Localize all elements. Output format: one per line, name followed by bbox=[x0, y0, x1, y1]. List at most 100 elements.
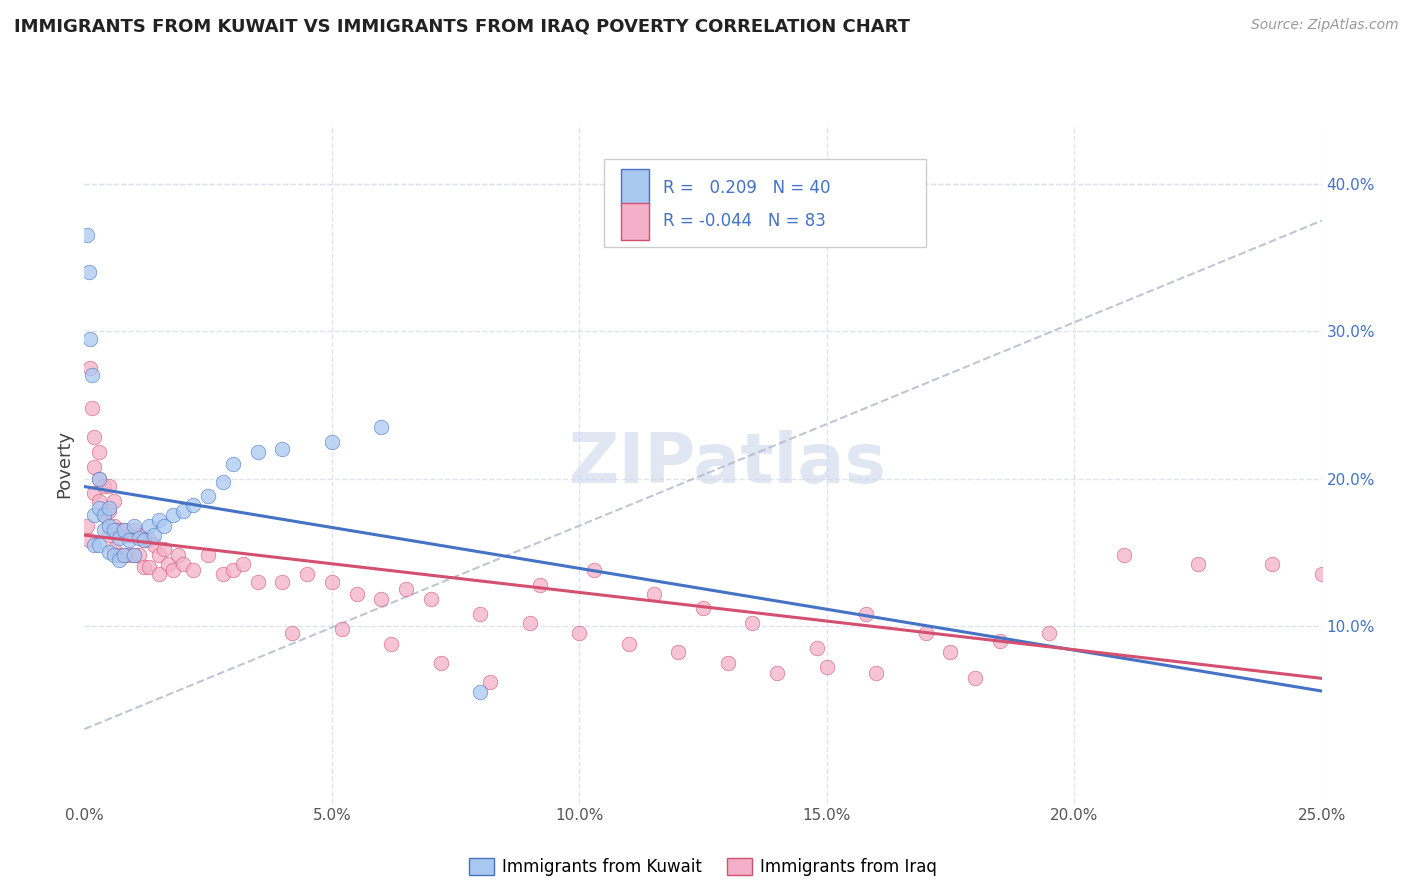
Point bbox=[98, 504, 121, 518]
Point bbox=[914, 626, 936, 640]
Point bbox=[346, 586, 368, 600]
Point bbox=[118, 548, 141, 562]
Point bbox=[692, 601, 714, 615]
Point bbox=[212, 567, 235, 582]
Point bbox=[380, 637, 402, 651]
Point bbox=[1038, 626, 1060, 640]
Text: Source: ZipAtlas.com: Source: ZipAtlas.com bbox=[1251, 18, 1399, 32]
Point bbox=[162, 563, 184, 577]
Point bbox=[370, 592, 392, 607]
FancyBboxPatch shape bbox=[605, 159, 925, 247]
Y-axis label: Poverty: Poverty bbox=[55, 430, 73, 498]
Point bbox=[965, 671, 987, 685]
Point bbox=[370, 420, 392, 434]
Point bbox=[79, 265, 101, 279]
Point bbox=[103, 493, 125, 508]
Point bbox=[429, 656, 451, 670]
Point bbox=[246, 574, 269, 589]
Point bbox=[83, 508, 105, 523]
Point bbox=[89, 472, 111, 486]
Point bbox=[988, 633, 1011, 648]
Point bbox=[666, 645, 689, 659]
Point bbox=[865, 666, 887, 681]
Point bbox=[212, 475, 235, 489]
Point bbox=[815, 660, 838, 674]
Text: R = -0.044   N = 83: R = -0.044 N = 83 bbox=[664, 212, 827, 230]
Point bbox=[138, 533, 160, 548]
Point bbox=[519, 615, 541, 630]
Text: R =   0.209   N = 40: R = 0.209 N = 40 bbox=[664, 178, 831, 196]
Point bbox=[103, 548, 125, 562]
Text: IMMIGRANTS FROM KUWAIT VS IMMIGRANTS FROM IRAQ POVERTY CORRELATION CHART: IMMIGRANTS FROM KUWAIT VS IMMIGRANTS FRO… bbox=[14, 18, 910, 36]
Point bbox=[103, 518, 125, 533]
Point bbox=[112, 523, 135, 537]
Text: ZIPatlas: ZIPatlas bbox=[569, 430, 887, 498]
Point bbox=[295, 567, 318, 582]
Point bbox=[80, 401, 103, 415]
Point bbox=[122, 548, 145, 562]
Point bbox=[1310, 567, 1333, 582]
Point bbox=[419, 592, 441, 607]
Point bbox=[148, 513, 170, 527]
Point bbox=[128, 527, 150, 541]
Point bbox=[529, 577, 551, 591]
Point bbox=[89, 538, 111, 552]
Point bbox=[271, 574, 294, 589]
Bar bbox=[621, 202, 648, 240]
Point bbox=[643, 586, 665, 600]
Point bbox=[93, 479, 115, 493]
Point bbox=[479, 675, 502, 690]
Point bbox=[167, 548, 190, 562]
Point bbox=[89, 472, 111, 486]
Point bbox=[222, 563, 245, 577]
Point bbox=[470, 607, 492, 622]
Point bbox=[232, 557, 254, 571]
Point bbox=[118, 533, 141, 548]
Point bbox=[128, 531, 150, 545]
Point bbox=[152, 518, 174, 533]
Point bbox=[89, 501, 111, 516]
Point bbox=[939, 645, 962, 659]
Point bbox=[89, 493, 111, 508]
Point bbox=[172, 504, 194, 518]
Point bbox=[108, 548, 131, 562]
Point bbox=[142, 527, 165, 541]
Point bbox=[181, 498, 204, 512]
Point bbox=[108, 552, 131, 566]
Point bbox=[132, 533, 155, 548]
Point bbox=[197, 548, 219, 562]
Point bbox=[197, 489, 219, 503]
Point bbox=[806, 641, 828, 656]
Point bbox=[172, 557, 194, 571]
Legend: Immigrants from Kuwait, Immigrants from Iraq: Immigrants from Kuwait, Immigrants from … bbox=[463, 851, 943, 882]
Point bbox=[142, 538, 165, 552]
Point bbox=[108, 523, 131, 537]
Point bbox=[330, 622, 353, 636]
Point bbox=[112, 548, 135, 562]
Point bbox=[157, 557, 180, 571]
Point bbox=[122, 548, 145, 562]
Point bbox=[138, 560, 160, 574]
Point bbox=[148, 567, 170, 582]
Point bbox=[222, 457, 245, 471]
Point bbox=[118, 527, 141, 541]
Point bbox=[855, 607, 877, 622]
Point bbox=[79, 332, 101, 346]
Point bbox=[98, 527, 121, 541]
Point bbox=[1112, 548, 1135, 562]
Point bbox=[93, 508, 115, 523]
Point bbox=[98, 501, 121, 516]
Point bbox=[132, 533, 155, 548]
Point bbox=[98, 518, 121, 533]
Point bbox=[766, 666, 789, 681]
Point bbox=[741, 615, 763, 630]
Point bbox=[148, 548, 170, 562]
Point bbox=[568, 626, 591, 640]
Point bbox=[321, 434, 343, 449]
Point bbox=[112, 523, 135, 537]
Point bbox=[122, 523, 145, 537]
Bar bbox=[621, 169, 648, 206]
Point bbox=[717, 656, 740, 670]
Point bbox=[103, 542, 125, 557]
Point bbox=[83, 486, 105, 500]
